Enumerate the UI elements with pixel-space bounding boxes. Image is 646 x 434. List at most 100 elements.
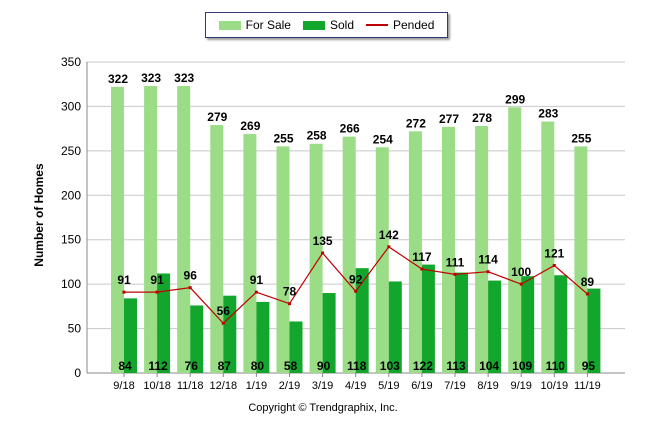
for-sale-data-label: 255 [273,131,293,145]
sold-data-label: 122 [413,359,433,373]
x-tick-label: 9/19 [510,380,531,392]
sold-data-label: 110 [546,359,566,373]
for-sale-data-label: 323 [141,71,161,85]
pended-data-label: 78 [283,285,297,299]
pended-data-label: 111 [446,255,465,269]
pended-point [453,272,457,276]
x-tick-label: 3/19 [312,380,333,392]
sold-data-label: 118 [347,359,367,373]
y-tick-label: 350 [61,55,81,69]
for-sale-data-label: 323 [174,71,194,85]
x-tick-label: 10/19 [541,380,569,392]
pended-point [387,245,391,249]
pended-data-label: 91 [250,273,264,287]
for-sale-data-label: 279 [207,110,227,124]
y-tick-label: 0 [74,366,81,380]
sold-data-label: 87 [218,359,232,373]
pended-point [122,290,126,294]
pended-point [155,290,159,294]
chart-legend: For Sale Sold Pended [205,12,448,38]
x-tick-label: 9/18 [113,380,134,392]
for-sale-bar [475,125,489,373]
y-tick-label: 100 [61,277,81,291]
sold-data-label: 95 [582,359,596,373]
legend-label-pended: Pended [393,18,435,32]
sold-bar [587,288,601,373]
pended-data-label: 135 [313,234,333,248]
sold-swatch-icon [302,20,325,30]
pended-data-label: 89 [581,275,595,289]
legend-label-for-sale: For Sale [245,18,291,32]
pended-point [188,286,192,290]
sold-data-label: 90 [317,359,331,373]
sold-bar [455,272,468,373]
for-sale-bar [243,133,257,373]
sold-data-label: 84 [118,359,132,373]
y-axis-label: Number of Homes [32,163,46,267]
x-tick-label: 12/18 [210,380,238,392]
sold-bar [554,275,568,373]
pended-point [354,289,358,293]
sold-bar [157,273,171,373]
sold-data-label: 104 [479,359,499,373]
legend-item-for-sale: For Sale [218,18,291,32]
pended-point [585,292,589,296]
sold-bar [521,276,535,373]
pended-data-label: 121 [544,246,564,260]
sold-bar [289,321,303,373]
sold-bar [488,280,502,373]
x-tick-label: 7/19 [444,380,465,392]
x-tick-label: 5/19 [378,380,399,392]
pended-data-label: 114 [478,253,498,267]
x-tick-label: 10/18 [143,380,171,392]
sold-bar [256,301,270,373]
for-sale-data-label: 277 [439,112,459,126]
for-sale-bar [508,107,522,374]
sold-data-label: 109 [512,359,532,373]
for-sale-data-label: 272 [406,116,426,130]
for-sale-bar [541,121,555,373]
for-sale-data-label: 322 [108,72,128,86]
for-sale-bar [375,147,389,373]
for-sale-bar [574,146,588,373]
copyright-text: Copyright © Trendgraphix, Inc. [248,402,398,414]
sold-data-label: 58 [284,359,298,373]
for-sale-bar [309,143,323,373]
sold-data-label: 76 [185,359,199,373]
sold-data-label: 80 [251,359,265,373]
pended-data-label: 91 [150,273,164,287]
for-sale-swatch-icon [218,20,241,30]
for-sale-bar [408,131,422,373]
for-sale-bar [111,86,124,373]
for-sale-bar [342,136,356,373]
for-sale-bar [210,125,224,374]
sold-bar [223,295,237,373]
sold-data-label: 113 [446,359,466,373]
pended-data-label: 92 [349,272,363,286]
pended-data-label: 100 [511,265,531,279]
legend-item-sold: Sold [302,18,354,32]
legend-label-sold: Sold [329,18,354,32]
for-sale-bar [177,85,191,374]
for-sale-data-label: 299 [505,92,525,106]
sold-bar [421,264,435,373]
pended-data-label: 96 [184,269,198,283]
pended-point [420,267,424,271]
for-sale-data-label: 283 [538,107,558,121]
pended-data-label: 142 [379,228,399,242]
sold-data-label: 112 [148,359,168,373]
sold-bar [124,298,137,373]
pended-point [254,290,258,294]
legend-item-pended: Pended [366,18,434,32]
for-sale-bar [144,85,158,374]
sold-bar [190,305,204,373]
for-sale-data-label: 266 [340,122,360,136]
pended-line-swatch-icon [366,24,388,26]
for-sale-data-label: 255 [571,131,591,145]
sold-data-label: 103 [380,359,400,373]
pended-point [321,251,325,255]
x-tick-label: 6/19 [411,380,432,392]
for-sale-data-label: 278 [472,111,492,125]
pended-data-label: 117 [412,250,432,264]
